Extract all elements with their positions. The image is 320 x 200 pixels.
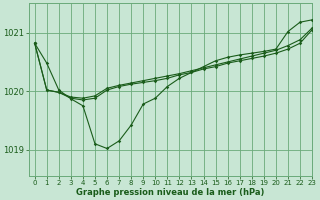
X-axis label: Graphe pression niveau de la mer (hPa): Graphe pression niveau de la mer (hPa) [76, 188, 265, 197]
